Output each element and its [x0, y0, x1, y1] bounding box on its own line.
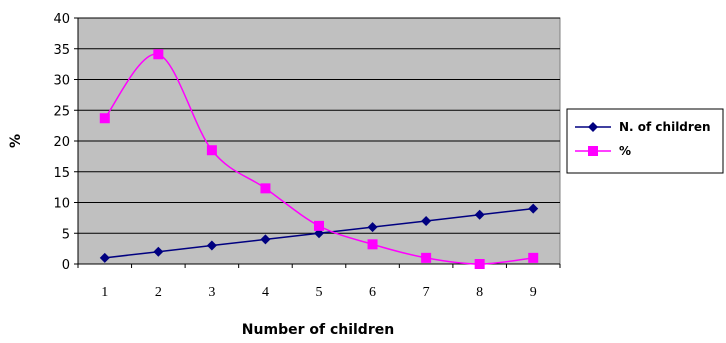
y-tick-label: 5 — [62, 227, 70, 242]
data-point-diamond — [206, 240, 217, 251]
data-point-square — [367, 239, 378, 250]
y-tick-label: 10 — [53, 197, 70, 212]
y-tick-label: 25 — [53, 104, 70, 119]
data-point-square — [474, 259, 485, 269]
x-tick-label: 4 — [262, 285, 269, 300]
y-tick-label: 0 — [62, 258, 70, 273]
y-tick-label: 20 — [53, 135, 70, 150]
y-axis-ticks: 0 5 10 15 20 25 30 35 40 — [53, 12, 78, 273]
data-point-square — [260, 183, 271, 194]
data-point-square — [421, 252, 432, 263]
series-line — [104, 53, 534, 265]
data-point-square — [314, 220, 324, 231]
x-tick-label: 7 — [423, 285, 430, 300]
legend-label: % — [619, 144, 631, 158]
x-tick-label: 1 — [101, 285, 108, 300]
data-point-square — [153, 49, 164, 60]
x-tick-label: 9 — [530, 285, 537, 300]
data-point-diamond — [367, 222, 378, 233]
data-point-diamond — [588, 122, 598, 132]
legend: N. of children% — [566, 108, 724, 174]
legend-box — [566, 108, 724, 174]
data-point-square — [206, 145, 217, 156]
data-point-square — [528, 252, 539, 263]
x-tick-label: 8 — [476, 285, 483, 300]
y-tick-label: 30 — [53, 74, 70, 89]
x-tick-label: 5 — [316, 285, 323, 300]
data-point-diamond — [153, 246, 164, 257]
data-point-square — [588, 146, 598, 156]
legend-item: N. of children — [575, 120, 711, 134]
x-axis-ticks: 1 2 3 4 5 6 7 8 9 — [77, 264, 561, 300]
data-point-diamond — [260, 234, 271, 245]
y-tick-label: 15 — [53, 166, 70, 181]
y-tick-label: 35 — [53, 43, 70, 58]
series-2 — [99, 49, 539, 269]
data-point-diamond — [99, 252, 110, 263]
y-tick-label: 40 — [53, 12, 70, 27]
x-tick-label: 6 — [369, 285, 376, 300]
data-point-diamond — [421, 215, 432, 226]
data-point-diamond — [474, 209, 485, 220]
legend-label: N. of children — [619, 120, 711, 134]
data-point-diamond — [528, 203, 539, 214]
legend-item: % — [575, 144, 631, 158]
x-axis-title: Number of children — [242, 322, 394, 338]
x-tick-label: 2 — [155, 285, 162, 300]
series-layer — [99, 49, 539, 269]
gridlines — [78, 17, 560, 234]
y-axis-title: % — [8, 134, 24, 148]
x-tick-label: 3 — [208, 285, 215, 300]
data-point-square — [99, 113, 110, 124]
